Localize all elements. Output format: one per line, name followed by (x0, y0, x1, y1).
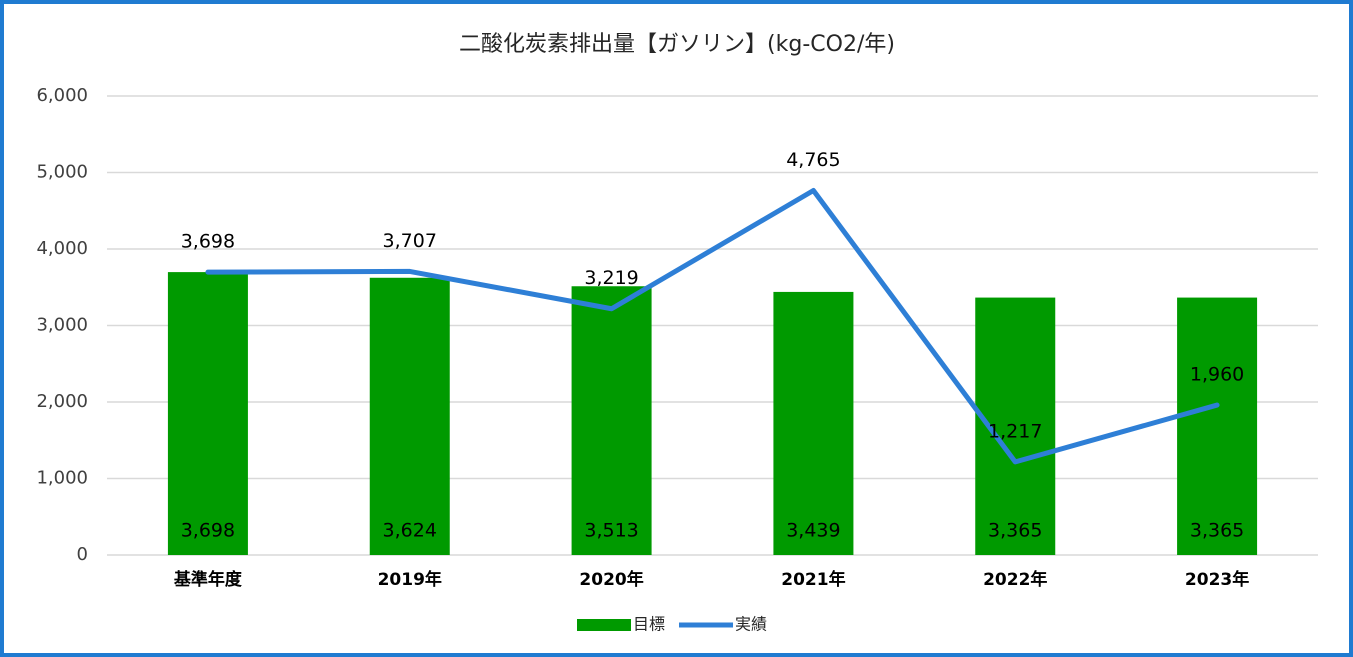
bar (773, 291, 854, 555)
x-tick-label: 2021年 (781, 569, 845, 590)
bar (369, 277, 450, 555)
line-value-label: 1,960 (1190, 364, 1244, 386)
legend-label: 目標 (633, 615, 665, 634)
x-tick-label: 2022年 (983, 569, 1047, 590)
bar-value-label: 3,365 (988, 520, 1042, 542)
bar (571, 286, 652, 555)
x-tick-label: 2019年 (378, 569, 442, 590)
bar-value-label: 3,513 (584, 520, 638, 542)
line-value-label: 1,217 (988, 420, 1042, 442)
bar-value-label: 3,365 (1190, 520, 1244, 542)
x-tick-label: 2023年 (1185, 569, 1249, 590)
line-value-label: 3,707 (383, 230, 437, 252)
y-tick-label: 2,000 (36, 391, 88, 412)
y-tick-label: 3,000 (36, 315, 88, 336)
bar (1177, 297, 1258, 555)
x-tick-label: 基準年度 (173, 569, 243, 590)
y-tick-label: 0 (77, 544, 88, 565)
x-tick-label: 2020年 (579, 569, 643, 590)
y-tick-label: 4,000 (36, 238, 88, 259)
bar-value-label: 3,624 (383, 520, 437, 542)
chart-title: 二酸化炭素排出量【ガソリン】(kg-CO2/年) (459, 32, 895, 57)
line (205, 187, 1220, 465)
line-value-label: 4,765 (786, 149, 840, 171)
y-tick-label: 6,000 (36, 85, 88, 106)
line-value-label: 3,219 (584, 267, 638, 289)
y-tick-label: 5,000 (36, 162, 88, 183)
bar-value-label: 3,439 (786, 520, 840, 542)
legend-label: 実績 (735, 615, 767, 634)
line-value-label: 3,698 (181, 231, 235, 253)
y-tick-label: 1,000 (36, 468, 88, 489)
bar (167, 272, 248, 555)
bar-value-label: 3,698 (181, 520, 235, 542)
legend-swatch (577, 619, 631, 631)
